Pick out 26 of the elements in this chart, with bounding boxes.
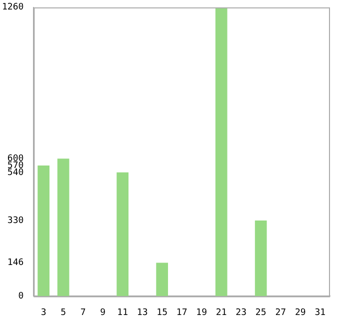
- bar: [57, 158, 70, 296]
- y-tick-label: 0: [18, 292, 24, 302]
- bar: [254, 220, 267, 296]
- x-tick-label: 9: [100, 308, 106, 318]
- x-tick-label: 19: [196, 308, 208, 318]
- x-tick-label: 31: [314, 308, 326, 318]
- x-tick-label: 7: [80, 308, 86, 318]
- x-tick-label: 29: [294, 308, 306, 318]
- x-tick-label: 5: [60, 308, 66, 318]
- x-tick-label: 21: [216, 308, 227, 318]
- x-tick-label: 17: [176, 308, 188, 318]
- x-tick-label: 25: [255, 308, 266, 318]
- y-tick-label: 330: [7, 216, 24, 226]
- bar: [116, 172, 128, 296]
- y-tick-label: 146: [7, 258, 24, 268]
- bar: [215, 7, 228, 296]
- y-tick-label: 540: [7, 168, 24, 178]
- x-tick-label: 11: [117, 308, 128, 318]
- x-tick-label: 13: [136, 308, 148, 318]
- x-tick-label: 23: [236, 308, 247, 318]
- x-tick-label: 27: [275, 308, 286, 318]
- x-tick-label: 3: [40, 308, 46, 318]
- x-tick-label: 15: [156, 308, 168, 318]
- bar: [38, 166, 50, 296]
- bar: [156, 262, 168, 296]
- y-tick-label: 1260: [2, 2, 24, 13]
